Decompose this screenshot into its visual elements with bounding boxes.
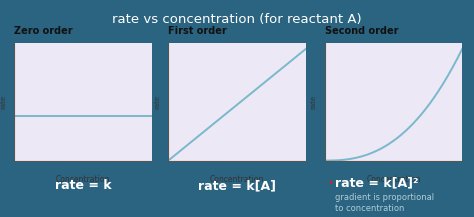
Text: First order: First order: [168, 26, 227, 36]
Text: rate = k[A]²: rate = k[A]²: [335, 177, 419, 190]
Text: rate = k: rate = k: [55, 179, 111, 192]
Text: gradient is proportional
to concentration: gradient is proportional to concentratio…: [335, 193, 434, 213]
Text: rate = k[A]: rate = k[A]: [198, 179, 276, 192]
Text: Second order: Second order: [325, 26, 398, 36]
Text: •: •: [327, 178, 333, 188]
Text: Zero order: Zero order: [14, 26, 73, 36]
Text: rate vs concentration (for reactant A): rate vs concentration (for reactant A): [112, 13, 362, 26]
Text: rate: rate: [154, 95, 160, 109]
Text: rate: rate: [310, 95, 317, 109]
Text: rate: rate: [0, 95, 6, 109]
Text: Concentration: Concentration: [366, 175, 420, 184]
Text: Concentration: Concentration: [210, 175, 264, 184]
Text: Concentration: Concentration: [56, 175, 110, 184]
